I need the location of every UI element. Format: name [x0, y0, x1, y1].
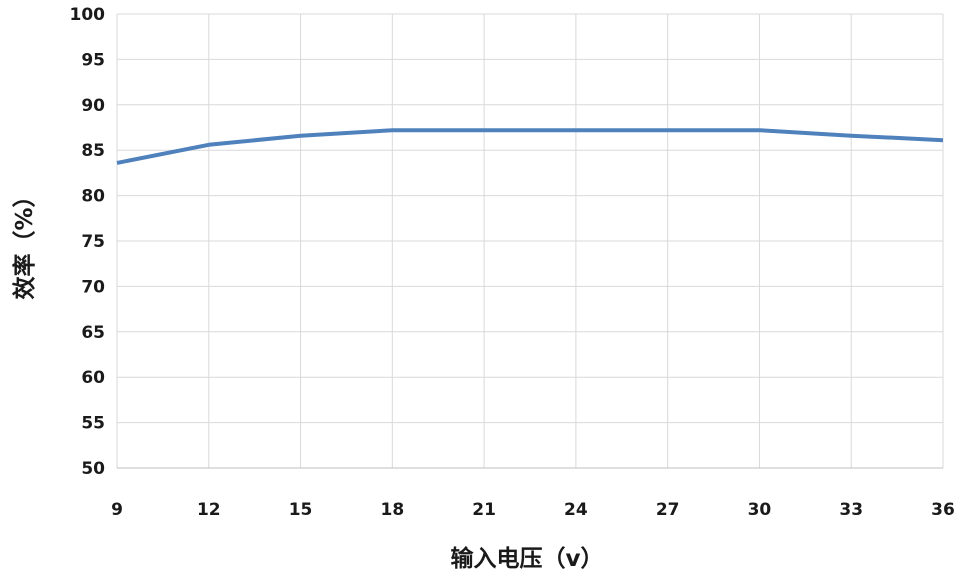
y-tick-label: 95 — [81, 50, 105, 70]
x-tick-label: 9 — [111, 500, 123, 520]
x-tick-label: 18 — [380, 500, 404, 520]
efficiency-series-line — [116, 128, 944, 165]
y-tick-label: 60 — [81, 368, 105, 388]
x-tick-label: 15 — [289, 500, 313, 520]
series-layer — [116, 128, 944, 165]
y-tick-label: 50 — [81, 459, 105, 479]
y-axis-title: 效率（%） — [11, 184, 38, 299]
x-tick-label: 33 — [839, 500, 863, 520]
y-tick-label: 70 — [81, 277, 105, 297]
x-tick-label: 27 — [656, 500, 680, 520]
x-axis-title: 输入电压（v） — [451, 545, 604, 572]
x-tick-label: 30 — [748, 500, 772, 520]
y-tick-label: 90 — [81, 96, 105, 116]
y-tick-label: 100 — [70, 5, 106, 25]
y-tick-label: 75 — [81, 232, 105, 252]
grid — [116, 13, 944, 468]
x-tick-label: 36 — [931, 500, 955, 520]
y-tick-label: 85 — [81, 141, 105, 161]
x-tick-label: 12 — [197, 500, 221, 520]
x-tick-labels: 9 12 15 18 21 24 27 30 33 36 — [111, 500, 955, 520]
x-tick-label: 24 — [564, 500, 588, 520]
y-tick-label: 80 — [81, 187, 105, 207]
x-tick-label: 21 — [472, 500, 496, 520]
y-tick-label: 65 — [81, 323, 105, 343]
y-tick-labels: 100 95 90 85 80 75 70 65 60 55 50 — [70, 5, 106, 479]
y-tick-label: 55 — [81, 414, 105, 434]
